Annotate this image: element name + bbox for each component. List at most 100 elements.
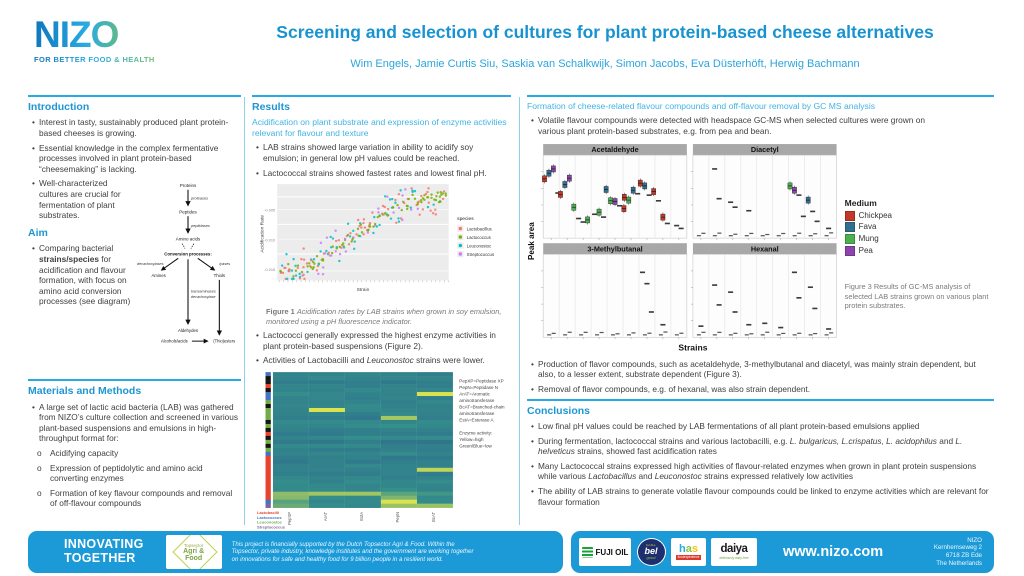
conclusion-3: • Many Lactococcal strains expressed high… — [531, 460, 977, 482]
topsector-agrifood-logo: Topsector Agri & Food — [165, 535, 222, 569]
fujioil-icon — [581, 546, 593, 558]
column-divider-2 — [519, 97, 520, 525]
conclusion-2: • During fermentation, lactococcal strain… — [531, 435, 963, 457]
conclusion-1: • Low final pH values could be reached by… — [531, 420, 920, 431]
svg-text:Acidification Rate: Acidification Rate — [259, 215, 265, 253]
results-bullet-1: • LAB strains showed large variation in a… — [256, 142, 474, 164]
results-bullet-4: • Activities of Lactobacilli and Leuconos… — [256, 355, 485, 366]
conclusions-heading: Conclusions — [527, 404, 591, 417]
figure3-caption: Figure 3 Results of GC-MS analysis of se… — [844, 282, 989, 310]
results-bullet-3: • Lactococci generally expressed the high… — [256, 330, 496, 351]
figure2-heatmap: PepXP ArAT EstA PepN BcAT LactobacilliLactoco… — [257, 371, 505, 529]
intro-bullet-1: • Interest in tasty, sustainably produced… — [32, 117, 229, 139]
nizo-address: NIZO Kernhemseweg 2 6718 ZB Ede The Neth… — [933, 536, 982, 567]
svg-text:Yellow=high: Yellow=high — [459, 437, 484, 442]
section-materials-methods: Materials and Methods • A large set of la… — [28, 379, 241, 509]
medium-legend-item: Mung — [844, 234, 994, 245]
svg-text:Lactobacilli: Lactobacilli — [257, 510, 279, 515]
funding-statement: This project is financially supported by… — [231, 540, 474, 563]
page-title: Screening and selection of cultures for … — [276, 22, 934, 42]
gcms-bullet-1: • Volatile flavour compounds were detecte… — [531, 115, 925, 136]
svg-text:Streptococcus: Streptococcus — [466, 252, 493, 257]
footer-left: INNOVATING TOGETHER Topsector Agri & Foo… — [28, 531, 563, 573]
authors-line: Wim Engels, Jamie Curtis Siu, Saskia van… — [350, 58, 860, 70]
section-introduction: Introduction • Interest in tasty, sustain… — [28, 95, 241, 375]
medium-legend-title: Medium — [844, 198, 877, 209]
node-amines: Amines — [151, 273, 165, 278]
svg-text:PepN: PepN — [394, 512, 399, 523]
poster-header: NIZO FOR BETTER FOOD & HEALTH Screening … — [0, 0, 1024, 92]
svg-text:ArAT=Aromatic: ArAT=Aromatic — [459, 391, 490, 396]
svg-text:ArAT: ArAT — [322, 511, 327, 521]
svg-text:PepN=Peptidase N: PepN=Peptidase N — [459, 385, 498, 390]
svg-text:Peak area: Peak area — [527, 222, 536, 260]
footer-right: FUJI OIL for ALL bel good has foodexperi… — [571, 531, 994, 573]
svg-text:aminotransferase: aminotransferase — [459, 398, 495, 403]
mm-sub-1: o Acidifying capacity — [37, 447, 119, 458]
enzyme-peptidases: peptidases — [190, 223, 210, 228]
mm-sub-2: o Expression of peptidolytic and amino ac… — [37, 462, 203, 484]
svg-text:Strains: Strains — [678, 343, 707, 353]
mm-bullet: • A large set of lactic acid bacteria (LA… — [32, 401, 239, 444]
svg-text:3-Methylbutanal: 3-Methylbutanal — [587, 245, 642, 254]
gcms-bullet-2: • Production of flavor compounds, such as… — [531, 358, 976, 380]
enzyme-decarboxylase: decarboxylase — [191, 295, 216, 299]
nizo-logo-tagline: FOR BETTER FOOD & HEALTH — [34, 55, 184, 64]
svg-text:Lactococcus: Lactococcus — [257, 515, 282, 520]
gcms-bullet-3: • Removal of flavor compounds, e.g. of he… — [531, 383, 811, 394]
enzyme-transaminases: transaminases — [191, 290, 216, 294]
section-results: Results Acidification on plant substrate… — [252, 95, 511, 552]
nizo-logo-word: NIZO — [34, 16, 184, 53]
results-bullet-2: • Lactococcal strains showed fastest rate… — [256, 167, 487, 178]
intro-aim-with-diagram: Proteins proteases Peptides peptidases A… — [28, 178, 241, 375]
svg-text:Streptococcus: Streptococcus — [257, 524, 286, 529]
mm-sub-3: o Formation of key flavour compounds and … — [37, 487, 233, 509]
figure3-side: Medium Chickpea Fava Mung Pea Figure 3 Resu… — [841, 140, 994, 354]
svg-text:Enzyme activity:: Enzyme activity: — [459, 430, 492, 435]
amino-acid-pathway-diagram: Proteins proteases Peptides peptidases A… — [135, 178, 241, 373]
svg-text:species: species — [457, 216, 474, 222]
svg-text:Leuconostoc: Leuconostoc — [257, 520, 283, 525]
medium-legend-item: Pea — [844, 246, 994, 256]
svg-text:Strain: Strain — [356, 287, 369, 293]
node-aldehydes: Aldehydes — [178, 328, 198, 333]
svg-text:Lactococcus: Lactococcus — [466, 235, 490, 240]
svg-text:EstA: EstA — [358, 512, 363, 521]
enzyme-decarboxylases: decarboxylases — [137, 263, 164, 267]
svg-text:BcAT: BcAT — [430, 511, 435, 521]
label-conversion-processes: Conversion processes: — [164, 252, 212, 257]
node-peptides: Peptides — [179, 210, 197, 215]
section-conclusions: Conclusions • Low final pH values could b… — [527, 398, 994, 508]
figure1-plot: -0.005 -0.010 -0.015 Acidification Rate Stra… — [259, 184, 494, 293]
pathway-diagram-svg: Proteins proteases Peptides peptidases A… — [137, 183, 235, 344]
intro-bullet-2: • Essential knowledge in the complex ferm… — [32, 142, 219, 174]
node-alcohols-acids: Alcohols/acids — [161, 339, 188, 344]
intro-bullet-3: • Well-characterized cultures are crucial… — [32, 178, 121, 221]
svg-text:-0.010: -0.010 — [264, 239, 275, 243]
materials-methods-heading: Materials and Methods — [28, 385, 142, 398]
medium-legend-item: Fava — [844, 222, 994, 233]
svg-text:Leuconostoc: Leuconostoc — [466, 244, 491, 249]
conclusion-4: • The ability of LAB strains to generate … — [531, 486, 989, 507]
aim-bullet: • Comparing bacterial strains/species for… — [32, 243, 131, 307]
results-subhead: Acidification on plant substrate and exp… — [252, 117, 507, 139]
enzyme-lyases: lyases — [219, 263, 230, 267]
bel-circle-icon: for ALL bel good — [636, 538, 666, 566]
gcms-subhead: Formation of cheese-related flavour comp… — [527, 101, 876, 111]
node-thioesters: (Thio)esters — [213, 339, 235, 344]
bel-logo: for ALL bel good — [636, 538, 666, 566]
svg-text:PepXP: PepXP — [286, 512, 291, 525]
svg-text:Hexanal: Hexanal — [751, 245, 779, 254]
introduction-heading: Introduction — [28, 101, 90, 113]
figure3-boxplots: Peak area Acetaldehyde Diacetyl 3-Methylbut… — [527, 144, 837, 353]
innovating-together-text: INNOVATING TOGETHER — [64, 537, 144, 565]
svg-text:-0.005: -0.005 — [264, 209, 275, 213]
svg-text:aminotransferase: aminotransferase — [459, 411, 495, 416]
node-thiols: Thiols — [214, 273, 225, 278]
nizo-website-link[interactable]: www.nizo.com — [783, 544, 884, 560]
svg-text:BcAT=Branched-chain: BcAT=Branched-chain — [459, 404, 505, 409]
svg-text:-0.015: -0.015 — [264, 268, 275, 272]
figure3-wrap: Peak area Acetaldehyde Diacetyl 3-Methylbut… — [527, 140, 994, 354]
aim-heading: Aim — [28, 226, 48, 239]
nizo-logo: NIZO FOR BETTER FOOD & HEALTH — [34, 16, 184, 64]
